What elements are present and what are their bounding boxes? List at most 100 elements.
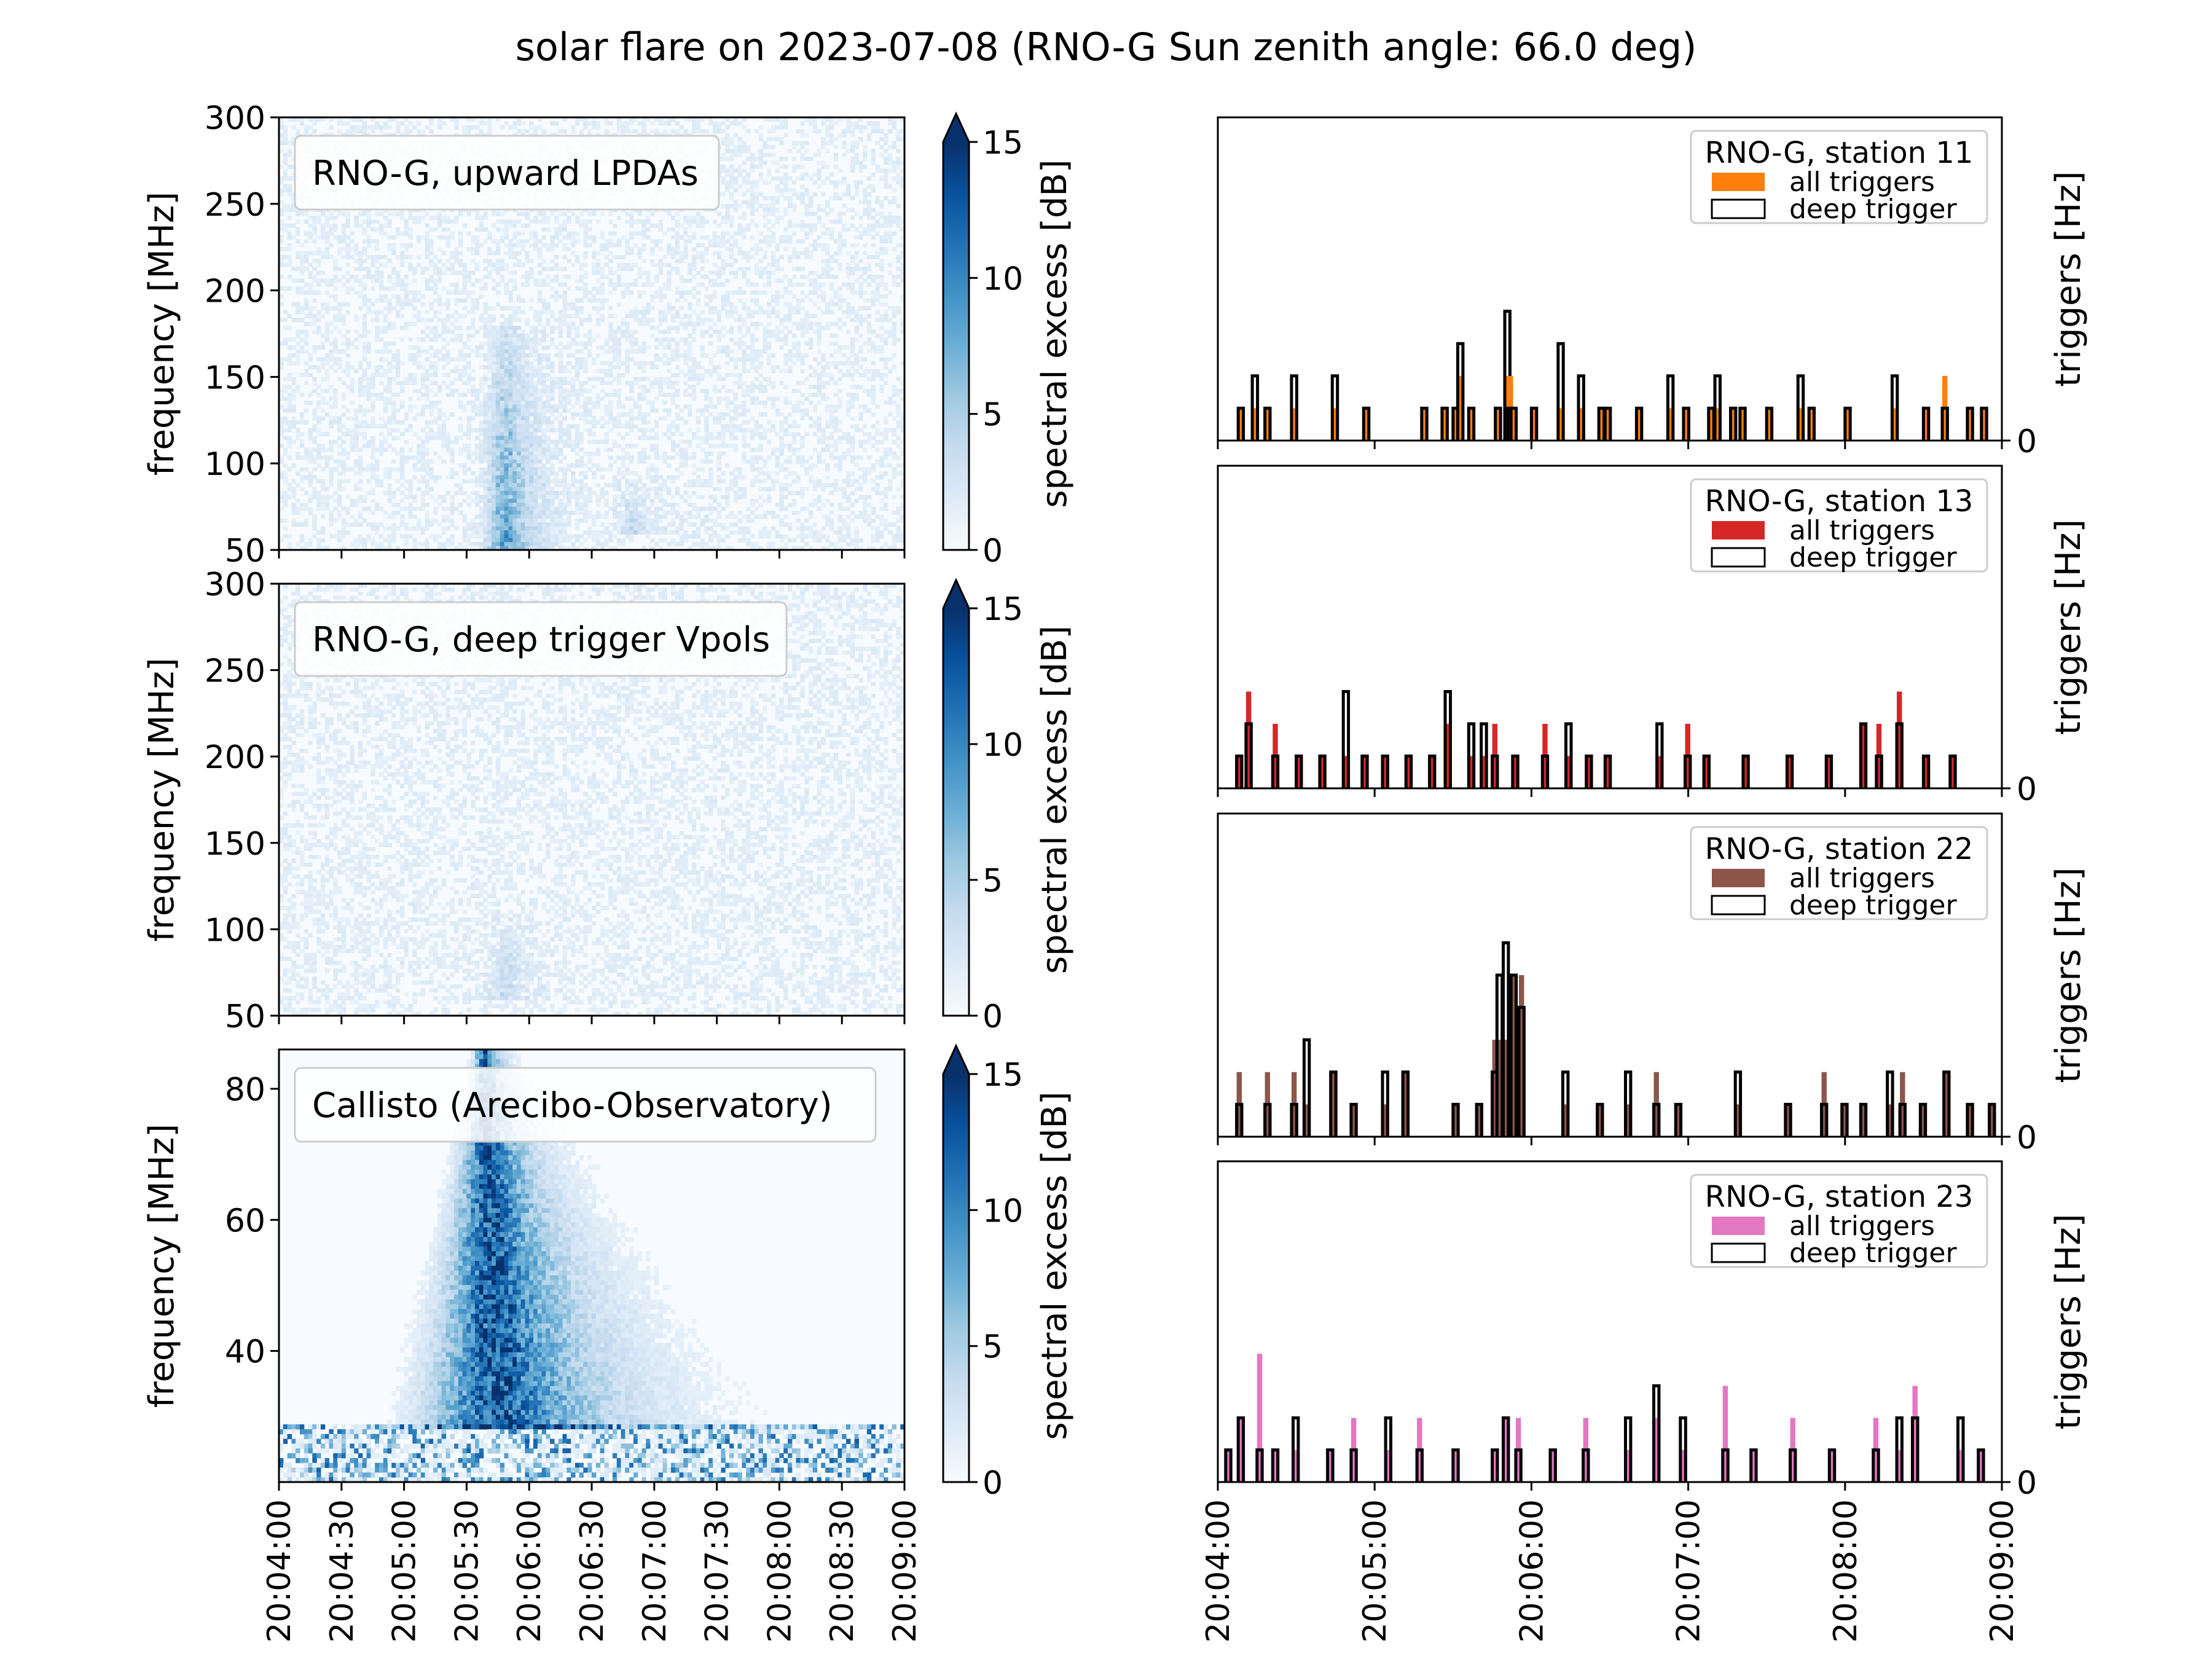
heatmap-cell bbox=[333, 235, 337, 240]
heatmap-cell bbox=[466, 247, 471, 251]
heatmap-cell bbox=[496, 381, 500, 385]
heatmap-cell bbox=[358, 294, 363, 299]
heatmap-cell bbox=[550, 235, 554, 240]
heatmap-cell bbox=[717, 318, 721, 322]
heatmap-cell bbox=[830, 377, 834, 381]
heatmap-cell bbox=[725, 314, 729, 318]
heatmap-cell bbox=[800, 326, 804, 330]
heatmap-cell bbox=[842, 192, 846, 197]
heatmap-cell bbox=[363, 377, 367, 381]
heatmap-cell bbox=[742, 381, 746, 385]
heatmap-cell bbox=[876, 283, 880, 287]
heatmap-cell bbox=[379, 232, 383, 236]
heatmap-cell bbox=[800, 165, 804, 169]
heatmap-cell bbox=[800, 322, 804, 326]
heatmap-cell bbox=[633, 243, 638, 248]
heatmap-cell bbox=[683, 357, 688, 361]
heatmap-cell bbox=[333, 396, 337, 401]
heatmap-cell bbox=[821, 271, 825, 275]
heatmap-cell bbox=[783, 369, 788, 374]
heatmap-cell bbox=[417, 235, 421, 240]
heatmap-cell bbox=[700, 219, 705, 224]
heatmap-cell bbox=[608, 365, 613, 369]
heatmap-cell bbox=[842, 129, 846, 133]
heatmap-cell bbox=[408, 216, 412, 220]
heatmap-cell bbox=[830, 180, 834, 184]
heatmap-cell bbox=[725, 141, 729, 145]
heatmap-cell bbox=[755, 298, 759, 302]
heatmap-cell bbox=[508, 330, 512, 334]
heatmap-cell bbox=[855, 251, 859, 256]
heatmap-cell bbox=[708, 283, 713, 287]
heatmap-cell bbox=[879, 389, 884, 393]
heatmap-cell bbox=[504, 373, 509, 377]
heatmap-cell bbox=[358, 306, 363, 310]
heatmap-cell bbox=[408, 357, 412, 361]
heatmap-cell bbox=[688, 342, 692, 346]
heatmap-cell bbox=[579, 224, 584, 228]
heatmap-cell bbox=[312, 227, 316, 232]
heatmap-cell bbox=[433, 381, 437, 385]
heatmap-cell bbox=[400, 216, 404, 220]
heatmap-cell bbox=[579, 263, 584, 267]
heatmap-cell bbox=[725, 291, 729, 295]
heatmap-cell bbox=[629, 314, 633, 318]
heatmap-cell bbox=[512, 345, 517, 350]
heatmap-cell bbox=[783, 176, 788, 181]
heatmap-cell bbox=[450, 271, 454, 275]
heatmap-cell bbox=[442, 227, 446, 232]
heatmap-cell bbox=[391, 377, 396, 381]
heatmap-cell bbox=[704, 247, 708, 251]
heatmap-cell bbox=[721, 235, 725, 240]
heatmap-cell bbox=[421, 393, 425, 397]
heatmap-cell bbox=[817, 216, 822, 220]
heatmap-cell bbox=[521, 393, 525, 397]
heatmap-cell bbox=[896, 267, 900, 271]
heatmap-cell bbox=[738, 373, 742, 377]
heatmap-cell bbox=[879, 204, 884, 208]
heatmap-cell bbox=[721, 385, 725, 389]
heatmap-cell bbox=[713, 291, 717, 295]
heatmap-cell bbox=[650, 251, 654, 256]
heatmap-cell bbox=[775, 219, 780, 224]
heatmap-cell bbox=[296, 302, 300, 307]
heatmap-cell bbox=[354, 251, 358, 256]
heatmap-cell bbox=[383, 232, 388, 236]
heatmap-cell bbox=[567, 247, 571, 251]
heatmap-cell bbox=[817, 361, 822, 366]
heatmap-cell bbox=[855, 337, 859, 342]
heatmap-cell bbox=[855, 310, 859, 315]
heatmap-cell bbox=[433, 286, 437, 291]
heatmap-cell bbox=[734, 381, 738, 385]
heatmap-cell bbox=[641, 314, 646, 318]
heatmap-cell bbox=[721, 165, 725, 169]
heatmap-cell bbox=[763, 180, 767, 184]
heatmap-cell bbox=[383, 255, 388, 259]
heatmap-cell bbox=[367, 216, 371, 220]
heatmap-cell bbox=[771, 200, 775, 204]
heatmap-cell bbox=[492, 396, 496, 401]
heatmap-cell bbox=[517, 306, 521, 310]
heatmap-cell bbox=[363, 247, 367, 251]
heatmap-cell bbox=[388, 278, 392, 283]
heatmap-cell bbox=[680, 322, 684, 326]
heatmap-cell bbox=[283, 255, 288, 259]
heatmap-cell bbox=[308, 235, 313, 240]
heatmap-cell bbox=[837, 263, 842, 267]
heatmap-cell bbox=[450, 369, 454, 374]
heatmap-cell bbox=[633, 129, 638, 133]
heatmap-cell bbox=[659, 337, 663, 342]
heatmap-cell bbox=[738, 141, 742, 145]
heatmap-cell bbox=[396, 302, 400, 307]
heatmap-cell bbox=[487, 263, 492, 267]
heatmap-cell bbox=[554, 326, 559, 330]
heatmap-cell bbox=[571, 314, 575, 318]
heatmap-cell bbox=[817, 294, 822, 299]
heatmap-cell bbox=[504, 330, 509, 334]
heatmap-cell bbox=[300, 267, 304, 271]
heatmap-cell bbox=[783, 196, 788, 200]
heatmap-cell bbox=[375, 267, 379, 271]
heatmap-cell bbox=[734, 373, 738, 377]
heatmap-cell bbox=[641, 121, 646, 125]
heatmap-cell bbox=[559, 326, 563, 330]
